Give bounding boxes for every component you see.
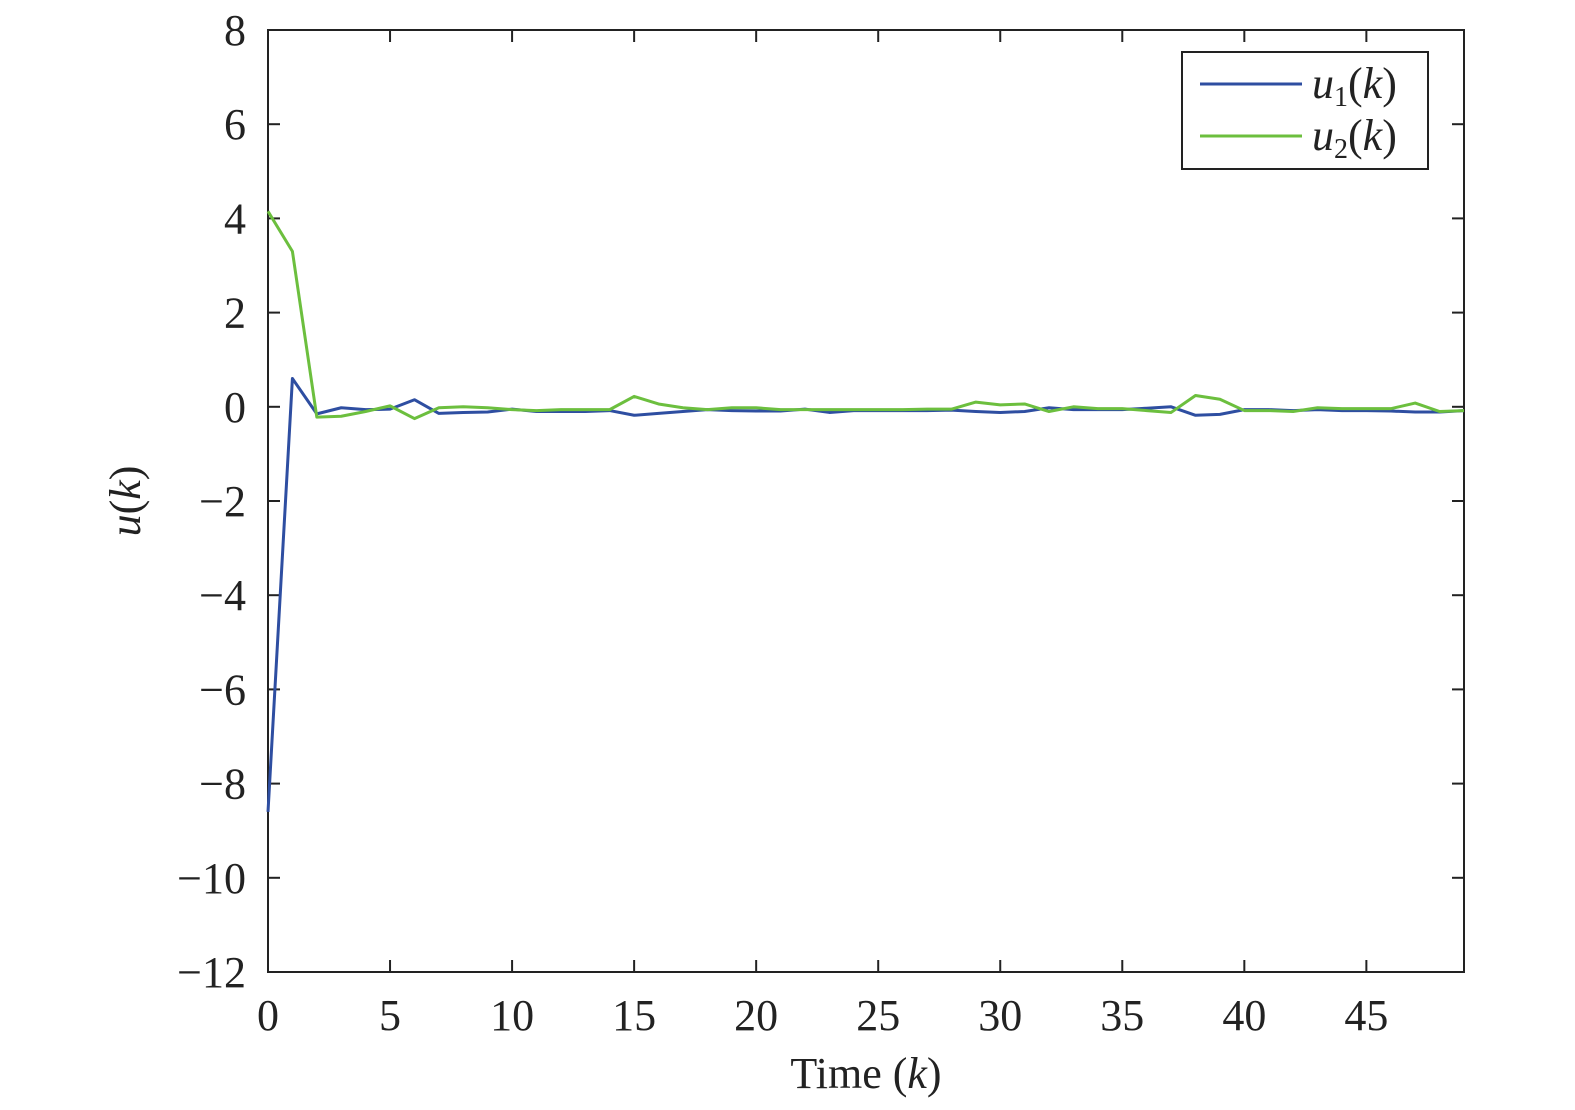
x-tick-label: 15 bbox=[612, 991, 656, 1040]
x-tick-label: 5 bbox=[379, 991, 401, 1040]
y-tick-label: −10 bbox=[177, 854, 246, 903]
x-axis-label: Time (k) bbox=[790, 1049, 941, 1098]
y-axis-label-paren: ( bbox=[101, 500, 150, 515]
legend-box bbox=[1181, 51, 1429, 170]
axis-tick-labels: 0 5 10 15 20 25 30 35 40 45 −12 −10 −8 −6 −4 −2 0 2 4 6 8 bbox=[177, 6, 1388, 1040]
legend: u1(k)u2(k) bbox=[1181, 51, 1429, 170]
x-tick-label: 10 bbox=[490, 991, 534, 1040]
y-tick-label: 6 bbox=[224, 100, 246, 149]
plot-area bbox=[267, 29, 1465, 973]
y-tick-label: 2 bbox=[224, 289, 246, 338]
y-axis-label: u(k) bbox=[101, 466, 150, 537]
y-tick-label: −6 bbox=[199, 665, 246, 714]
x-axis-label-prefix: Time ( bbox=[790, 1049, 907, 1098]
x-tick-label: 20 bbox=[734, 991, 778, 1040]
y-tick-label: −2 bbox=[199, 477, 246, 526]
legend-label-1: u1(k) bbox=[1312, 59, 1397, 113]
x-tick-label: 25 bbox=[856, 991, 900, 1040]
legend-label-2: u2(k) bbox=[1312, 111, 1397, 165]
series-lines bbox=[266, 210, 1465, 812]
x-tick-label: 0 bbox=[257, 991, 279, 1040]
y-tick-label: −12 bbox=[177, 948, 246, 997]
x-tick-label: 40 bbox=[1222, 991, 1266, 1040]
x-tick-label: 30 bbox=[978, 991, 1022, 1040]
y-axis-label-var: u bbox=[101, 514, 150, 536]
y-axis-label-paren-close: ) bbox=[101, 466, 150, 481]
x-axis-label-var: k bbox=[907, 1049, 928, 1098]
x-axis-label-suffix: ) bbox=[927, 1049, 942, 1098]
y-tick-label: −4 bbox=[199, 571, 246, 620]
y-axis-label-arg: k bbox=[101, 479, 150, 500]
x-tick-label: 35 bbox=[1100, 991, 1144, 1040]
y-tick-label: 4 bbox=[224, 194, 246, 243]
series-line-2 bbox=[266, 210, 1465, 421]
y-tick-label: 0 bbox=[224, 383, 246, 432]
axis-ticks bbox=[267, 29, 1464, 973]
y-tick-label: −8 bbox=[199, 760, 246, 809]
x-tick-label: 45 bbox=[1344, 991, 1388, 1040]
y-tick-label: 8 bbox=[224, 6, 246, 55]
